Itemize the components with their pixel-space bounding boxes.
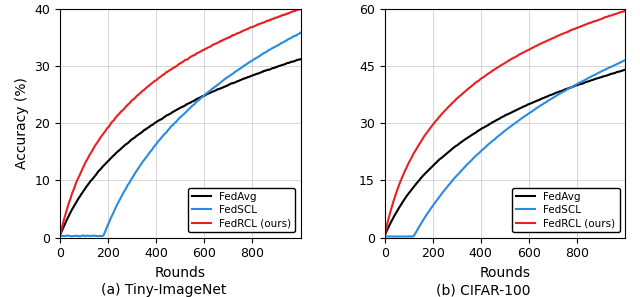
Y-axis label: Accuracy (%): Accuracy (%) [15,77,29,169]
FedSCL [244,61,252,65]
FedAvg [486,122,494,125]
FedSCL [573,83,580,86]
FedSCL [396,235,403,238]
FedAvg [405,191,413,195]
Line: FedAvg: FedAvg [385,70,625,236]
FedAvg [297,58,305,61]
FedSCL [406,235,413,238]
Legend: FedAvg, FedSCL, FedRCL (ours): FedAvg, FedSCL, FedRCL (ours) [512,188,620,232]
FedSCL [76,235,83,238]
FedSCL [568,85,576,89]
FedSCL [248,59,256,62]
FedRCL (ours) [162,71,170,74]
FedRCL (ours) [244,27,252,31]
X-axis label: Rounds: Rounds [479,266,531,280]
FedAvg [568,85,576,89]
Line: FedAvg: FedAvg [60,59,301,235]
FedSCL [154,140,161,144]
FedRCL (ours) [621,9,629,12]
FedSCL [56,234,64,238]
FedRCL (ours) [154,78,161,81]
FedRCL (ours) [573,26,580,30]
FedAvg [221,85,229,88]
FedSCL [221,77,229,80]
FedAvg [381,234,388,238]
FedAvg [478,127,486,130]
FedSCL [297,31,305,34]
FedSCL [621,59,629,62]
Line: FedSCL: FedSCL [385,60,625,237]
X-axis label: Rounds: Rounds [155,266,206,280]
FedAvg [244,75,252,79]
FedAvg [56,233,64,236]
Text: (b) CIFAR-100: (b) CIFAR-100 [436,283,531,297]
FedAvg [248,74,256,78]
FedAvg [546,94,554,97]
FedAvg [162,114,170,118]
Line: FedRCL (ours): FedRCL (ours) [385,11,625,236]
FedRCL (ours) [546,38,554,41]
FedSCL [81,234,89,238]
Text: (a) Tiny-ImageNet: (a) Tiny-ImageNet [100,283,226,297]
FedRCL (ours) [486,71,494,74]
FedSCL [546,98,554,101]
FedSCL [478,148,486,152]
Legend: FedAvg, FedSCL, FedRCL (ours): FedAvg, FedSCL, FedRCL (ours) [188,188,295,232]
FedAvg [154,120,161,123]
FedSCL [487,141,495,144]
FedRCL (ours) [478,76,486,80]
FedSCL [163,131,170,134]
Line: FedSCL: FedSCL [60,33,301,236]
FedSCL [381,235,388,238]
FedAvg [81,188,88,191]
FedRCL (ours) [248,26,256,29]
Line: FedRCL (ours): FedRCL (ours) [60,9,301,235]
FedAvg [573,83,580,87]
FedRCL (ours) [81,162,88,166]
FedRCL (ours) [297,7,305,11]
FedRCL (ours) [405,160,413,164]
FedAvg [621,68,629,72]
FedRCL (ours) [221,37,229,41]
FedRCL (ours) [568,28,576,32]
FedRCL (ours) [381,234,388,237]
FedRCL (ours) [56,233,64,236]
